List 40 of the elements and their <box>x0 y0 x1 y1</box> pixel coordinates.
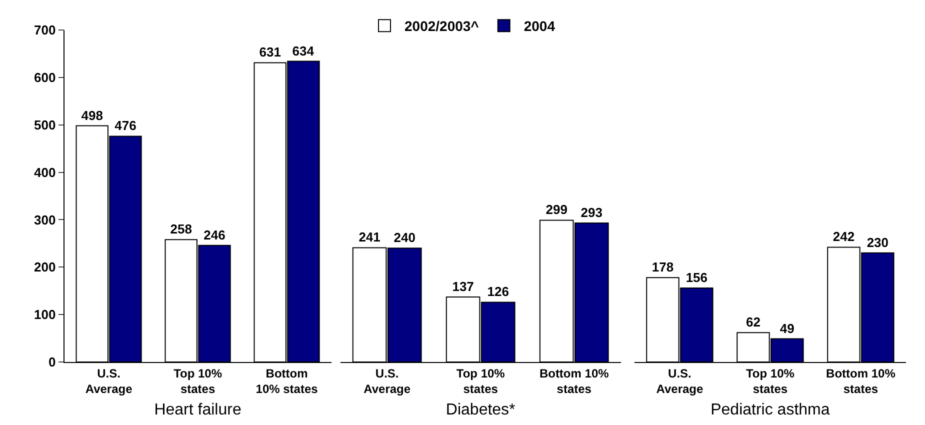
y-tick-label: 400 <box>34 164 56 180</box>
data-label: 178 <box>652 260 674 275</box>
data-label: 242 <box>832 229 855 244</box>
x-tick-label: U.S. Average <box>656 366 704 396</box>
x-tick-label: U.S. Average <box>85 366 133 396</box>
data-label: 293 <box>580 205 602 220</box>
data-label: 476 <box>114 118 136 134</box>
x-tick-label: Bottom 10% states <box>826 366 896 396</box>
y-tick-label: 200 <box>34 260 56 275</box>
data-label: 62 <box>746 314 760 330</box>
data-label: 258 <box>170 222 192 237</box>
legend-label: 2004 <box>524 18 556 34</box>
data-label: 634 <box>292 43 315 58</box>
data-label: 246 <box>204 227 226 242</box>
data-label: 126 <box>487 284 509 300</box>
data-label: 49 <box>780 320 794 336</box>
y-tick-label: 0 <box>48 354 56 370</box>
y-tick-label: 300 <box>34 212 56 228</box>
x-tick-label: Bottom 10% states <box>256 366 318 396</box>
data-label: 240 <box>394 230 416 246</box>
x-tick-label: U.S. Average <box>364 366 411 396</box>
y-tick-label: 500 <box>34 117 56 132</box>
y-tick-label: 100 <box>34 307 56 322</box>
y-tick-label: 600 <box>34 70 56 85</box>
data-label: 631 <box>259 44 281 60</box>
data-label: 299 <box>546 202 568 218</box>
y-tick-label: 700 <box>34 22 56 38</box>
x-tick-label: Top 10% states <box>174 366 222 396</box>
data-label: 498 <box>81 108 103 123</box>
data-label: 241 <box>358 230 380 245</box>
x-tick-label: Top 10% states <box>746 366 795 396</box>
legend-label: 2002/2003^ <box>404 18 479 34</box>
x-axis-title: Heart failure <box>154 402 242 419</box>
data-label: 156 <box>686 270 708 286</box>
x-axis-title: Pediatric asthma <box>710 402 830 419</box>
data-label: 137 <box>452 279 474 294</box>
x-tick-label: Bottom 10% states <box>539 366 610 396</box>
data-label: 230 <box>866 234 889 250</box>
x-axis-title: Diabetes* <box>446 402 516 419</box>
x-tick-label: Top 10% states <box>456 366 506 396</box>
